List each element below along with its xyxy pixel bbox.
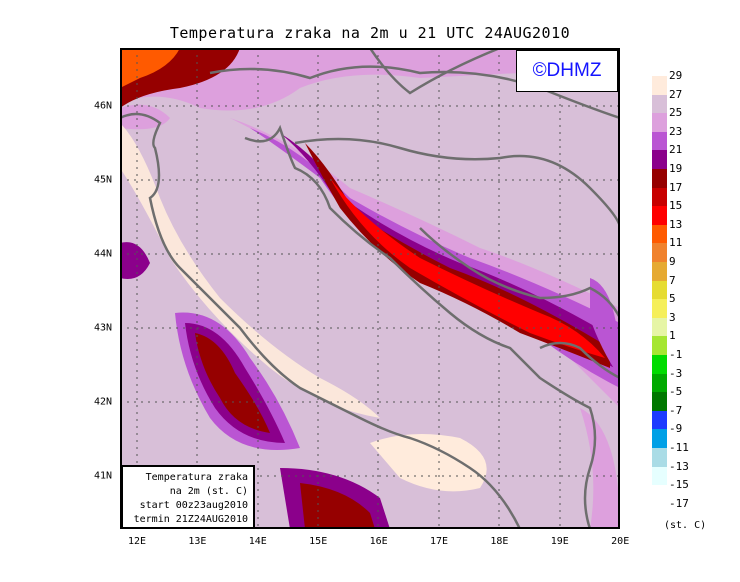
legend-swatch [652,76,667,95]
legend-label: -3 [669,366,683,380]
legend-label: -17 [669,496,689,510]
y-tick-label: 41N [94,470,113,482]
legend-swatch [652,448,667,467]
legend-swatch [652,466,667,486]
legend-unit: (st. C) [664,520,707,531]
legend-swatch [652,336,667,355]
x-tick-label: 16E [369,536,388,547]
legend-swatch [652,410,667,430]
color-legend: 29 27 25 23 21 19 17 15 13 11 9 7 5 3 1 -1 -3 -5 -7 -9 -11 -1… [652,70,732,516]
legend-label: 25 [669,106,683,120]
info-line: na 2m (st. C) [169,486,248,497]
legend-swatch [652,224,667,244]
info-line: Temperatura zraka [145,472,248,483]
legend-swatch [652,243,667,262]
legend-swatch [652,131,667,151]
map-frame [120,48,620,529]
coastlines-and-borders [120,48,620,529]
y-tick-label: 42N [94,396,113,408]
legend-swatch [652,169,667,188]
legend-swatch [652,187,667,207]
legend-label: 27 [669,87,683,101]
legend-swatch [652,429,667,448]
legend-label: -11 [669,441,689,454]
legend-label: 1 [669,329,676,343]
y-tick-label: 43N [94,322,113,334]
legend-label: 13 [669,217,683,231]
info-line: termin 21Z24AUG2010 [133,514,248,525]
legend-swatch [652,299,667,318]
legend-label: 7 [669,273,676,287]
legend-swatch [652,373,667,393]
y-tick-label: 46N [94,100,113,112]
legend-swatch [652,94,667,114]
legend-label: -15 [669,478,689,492]
temperature-map [120,48,620,529]
legend-swatch [652,280,667,300]
legend-swatch [652,150,667,169]
legend-swatch [652,206,667,225]
x-tick-label: 12E [127,536,147,547]
legend-label: -7 [669,403,683,417]
legend-swatch [652,392,667,411]
legend-label: 29 [669,69,683,82]
info-box: Temperatura zraka na 2m (st. C) start 00… [121,465,255,529]
legend-swatch [652,317,667,337]
x-tick-label: 20E [611,536,630,547]
legend-swatch [652,355,667,374]
legend-label: 15 [669,199,683,213]
legend-swatch [652,262,667,281]
legend-label: 19 [669,162,683,175]
y-tick-label: 45N [94,174,113,186]
temperature-fields [120,48,620,529]
legend-label: 23 [669,124,683,138]
x-tick-label: 19E [550,536,569,547]
legend-label: 21 [669,143,683,157]
legend-label: 9 [669,255,676,268]
legend-label: 11 [669,236,683,250]
legend-label: 5 [669,292,676,306]
x-tick-label: 18E [490,536,509,547]
legend-label: -13 [669,459,689,473]
x-tick-label: 15E [309,536,328,547]
x-tick-label: 14E [248,536,267,547]
legend-label: -9 [669,422,683,436]
legend-label: 17 [669,180,683,194]
x-tick-label: 13E [188,536,207,547]
dhmz-logo: ©DHMZ [516,50,618,92]
legend-swatch [652,113,667,132]
info-line: start 00z23aug2010 [139,500,248,511]
map-title: Temperatura zraka na 2m u 21 UTC 24AUG20… [169,24,571,42]
legend-label: -5 [669,385,683,399]
legend-label: 3 [669,310,676,324]
legend-label: -1 [669,348,683,361]
x-tick-label: 17E [429,536,449,547]
y-tick-label: 44N [94,248,113,260]
